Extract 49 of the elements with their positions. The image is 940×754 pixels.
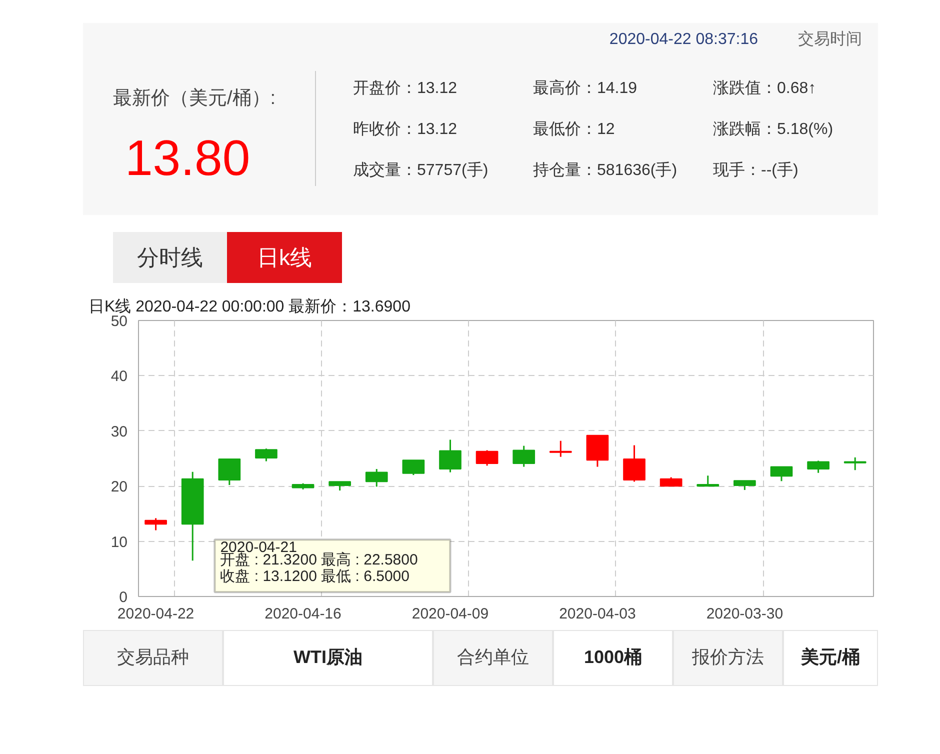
text: 最新价（美元/桶）: bbox=[113, 86, 276, 111]
candlestick bbox=[365, 468, 388, 488]
y-tick-label: 50 bbox=[110, 313, 128, 330]
chart-title: 日K线 2020-04-22 00:00:00 最新价：13.6900 bbox=[88, 298, 411, 316]
candlestick bbox=[144, 517, 167, 532]
candlestick bbox=[255, 448, 278, 462]
candlestick bbox=[439, 438, 462, 474]
text: 报价方法 bbox=[673, 630, 783, 686]
text: 2020-04-22 08:37:16 bbox=[609, 31, 758, 48]
text: 合约单位 bbox=[433, 630, 553, 686]
x-tick-label: 2020-04-22 bbox=[117, 606, 194, 622]
text: 开盘价：13.12 bbox=[353, 79, 458, 99]
y-tick-label: 30 bbox=[110, 423, 128, 440]
text: WTI原油 bbox=[223, 630, 433, 686]
candlestick bbox=[844, 456, 866, 471]
text: 涨跌幅：5.18(%) bbox=[713, 120, 834, 140]
candlestick bbox=[476, 449, 498, 466]
text: 13.80 bbox=[125, 129, 250, 188]
candlestick bbox=[623, 444, 646, 482]
text: 交易时间 bbox=[798, 31, 862, 48]
x-tick-label: 2020-03-30 bbox=[706, 606, 784, 622]
text: 日k线 bbox=[227, 232, 342, 284]
candlestick bbox=[218, 458, 241, 486]
x-tick-label: 2020-04-03 bbox=[559, 606, 636, 622]
candlestick bbox=[549, 440, 572, 458]
text: 涨跌值：0.68↑ bbox=[713, 79, 818, 99]
text: 交易品种 bbox=[83, 630, 223, 686]
text: 最高价：14.19 bbox=[533, 78, 638, 99]
x-tick-label: 2020-04-09 bbox=[412, 606, 489, 622]
candlestick bbox=[734, 480, 756, 491]
text: 成交量：57757(手) bbox=[353, 160, 490, 181]
candlestick bbox=[770, 466, 793, 482]
y-tick-label: 20 bbox=[110, 478, 128, 496]
annotation: 收盘 : 13.1200 最低 : 6.5000 bbox=[220, 568, 410, 585]
candlestick bbox=[696, 474, 720, 487]
candlestick bbox=[402, 459, 425, 476]
text: 现手：--(手) bbox=[713, 160, 800, 181]
text: 持仓量：581636(手) bbox=[533, 160, 678, 181]
text: 分时线 bbox=[113, 232, 227, 284]
y-tick-label: 10 bbox=[110, 534, 128, 551]
x-tick-label: 2020-04-16 bbox=[264, 606, 342, 622]
text: 1000桶 bbox=[553, 630, 673, 686]
y-tick-label: 40 bbox=[110, 368, 128, 386]
candlestick bbox=[512, 445, 536, 468]
text: 美元/桶 bbox=[783, 630, 878, 686]
y-tick-label: 0 bbox=[119, 589, 128, 606]
text: 最低价：12 bbox=[533, 120, 616, 140]
text: 昨收价：13.12 bbox=[353, 120, 458, 140]
candlestick bbox=[807, 460, 830, 474]
